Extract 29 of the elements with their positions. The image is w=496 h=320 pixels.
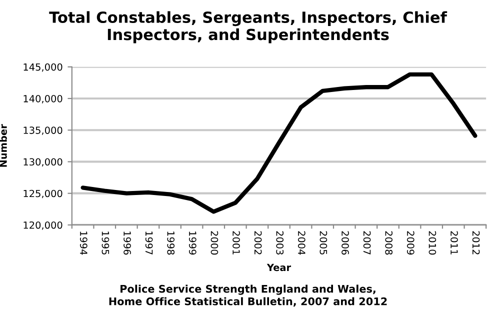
x-tick-label: 2004 — [298, 231, 306, 255]
x-tick-label: 1994 — [80, 232, 88, 255]
x-tick-label: 2000 — [210, 231, 218, 255]
y-tick-label: 135,000 — [24, 126, 62, 135]
x-tick-label: 1998 — [167, 232, 175, 255]
text: Police Service Strength England and Wales, Home Office Statistical Bulletin, 2007 and 2012 — [109, 284, 387, 307]
y-tick-label: 140,000 — [24, 94, 62, 104]
line-series — [80, 72, 478, 214]
x-tick-label: 1996 — [124, 232, 131, 255]
x-tick-label: 2005 — [320, 231, 328, 254]
x-axis-title: Year — [266, 264, 292, 272]
x-tick-label: 2009 — [406, 231, 414, 255]
y-tick-label: 130,000 — [24, 158, 62, 167]
chart-title: Total Constables, Sergeants, Inspectors, Chief Inspectors, and Superintendents — [49, 11, 448, 44]
x-tick-label: 2003 — [276, 231, 284, 254]
x-tick-label: 2006 — [342, 231, 349, 255]
x-tick-label: 2010 — [428, 231, 436, 255]
x-tick-label: 2001 — [232, 231, 240, 254]
x-tick-label: 2002 — [254, 231, 262, 254]
y-tick-label: 120,000 — [24, 221, 62, 230]
x-tick-label: 2012 — [472, 231, 480, 254]
y-tick-label: 145,000 — [24, 63, 62, 72]
x-tick-label: 1999 — [188, 232, 196, 255]
x-tick-label: 2007 — [363, 231, 371, 254]
x-tick-label: 1997 — [145, 232, 153, 254]
y-tick-label: 125,000 — [24, 190, 62, 198]
x-tick-label: 1995 — [102, 232, 110, 254]
x-tick-label: 2008 — [385, 231, 393, 255]
x-tick-label: 2011 — [450, 231, 458, 254]
